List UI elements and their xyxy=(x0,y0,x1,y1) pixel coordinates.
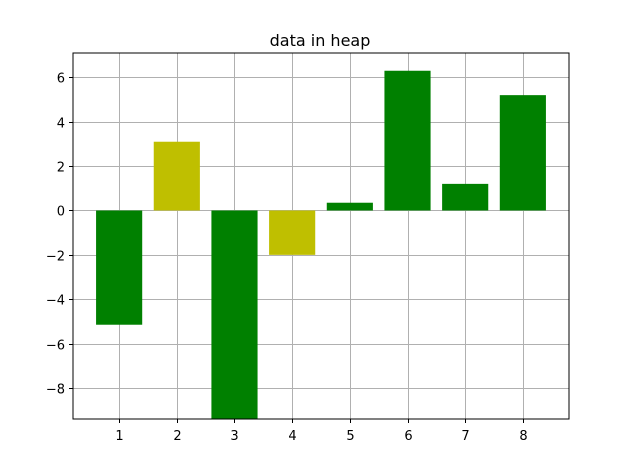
y-tick-label: 0 xyxy=(57,205,65,220)
bar xyxy=(499,95,546,211)
x-tick-label: 8 xyxy=(519,429,527,444)
x-tick-label: 6 xyxy=(404,429,412,444)
bar xyxy=(384,70,431,211)
x-tick-label: 5 xyxy=(346,429,354,444)
bar xyxy=(326,202,373,211)
y-tick-label: −4 xyxy=(46,294,65,309)
y-tick-label: 6 xyxy=(57,72,65,87)
x-tick-label: 7 xyxy=(461,429,469,444)
y-tick-label: 2 xyxy=(57,161,65,176)
y-axis: −8 −6 −4 −2 0 2 4 6 xyxy=(46,72,73,398)
x-tick-label: 1 xyxy=(115,429,123,444)
x-axis: 1 2 3 4 5 6 7 8 xyxy=(115,419,528,444)
plot-frame xyxy=(72,52,570,420)
bars xyxy=(96,70,546,419)
bar xyxy=(269,210,316,255)
x-tick-label: 2 xyxy=(173,429,181,444)
x-tick-label: 3 xyxy=(230,429,238,444)
y-tick-label: −2 xyxy=(46,250,65,265)
bar xyxy=(442,183,489,211)
chart-title: data in heap xyxy=(270,31,371,50)
y-tick-label: −6 xyxy=(46,339,65,354)
grid xyxy=(73,53,569,419)
bar xyxy=(96,210,143,325)
x-tick-label: 4 xyxy=(288,429,296,444)
y-tick-label: 4 xyxy=(57,117,65,132)
y-tick-label: −8 xyxy=(46,383,65,398)
bar xyxy=(153,141,200,211)
bar xyxy=(211,210,258,419)
